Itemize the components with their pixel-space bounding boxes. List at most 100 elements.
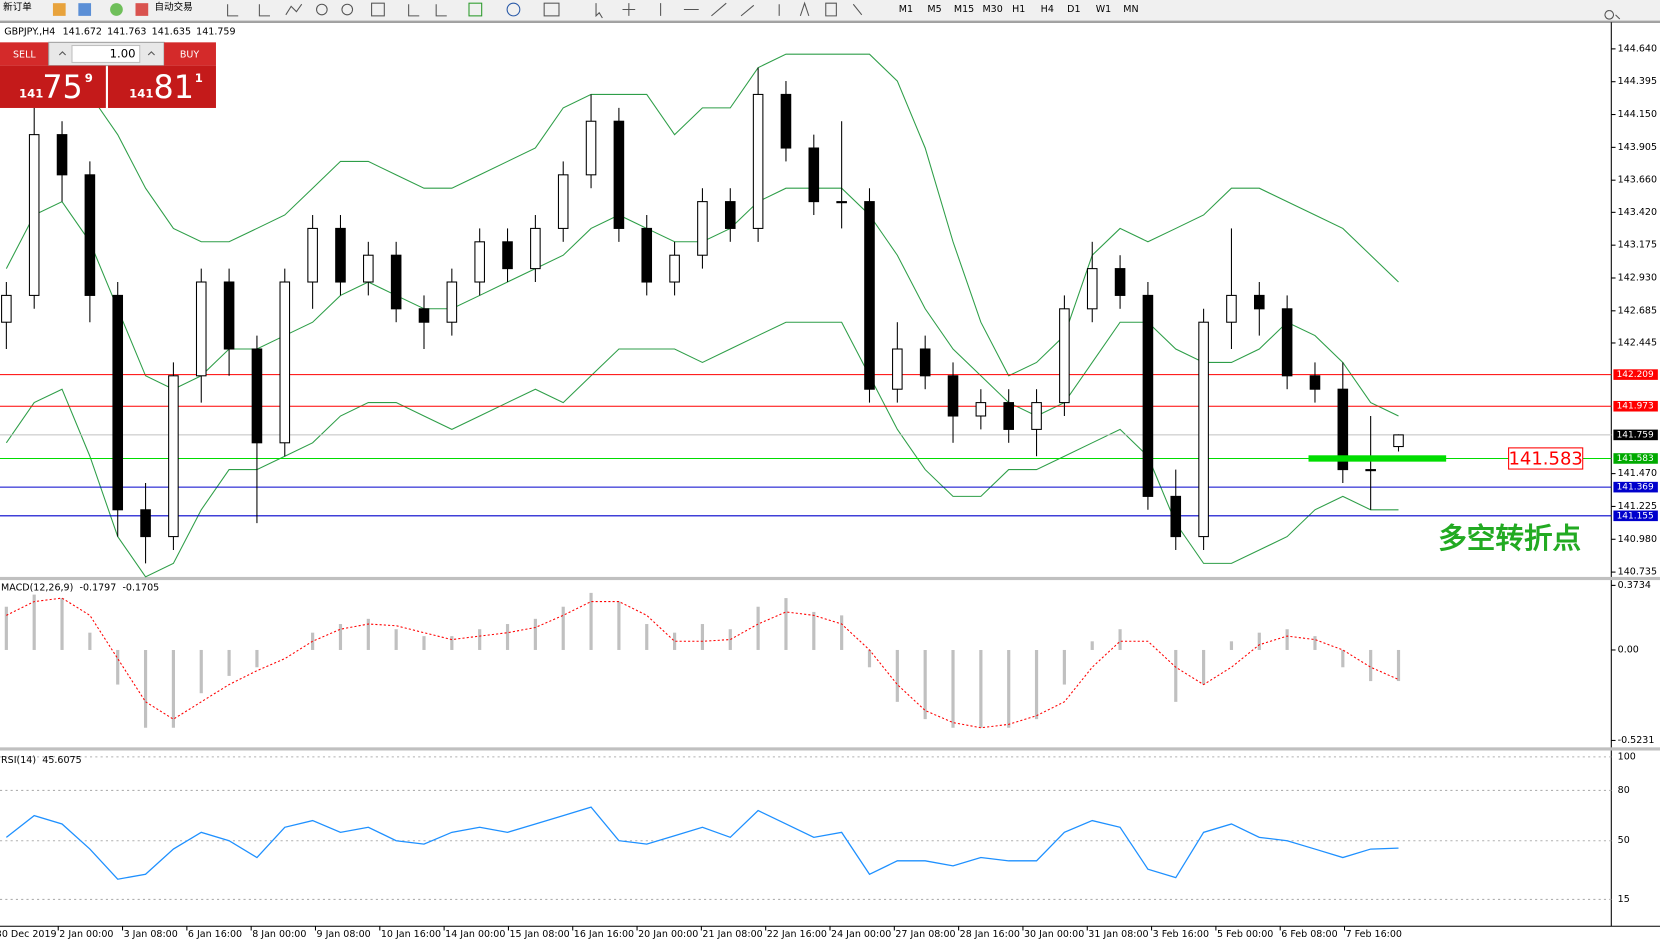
candle-body xyxy=(1,294,12,323)
timeframe-button[interactable]: M30 xyxy=(982,4,1002,15)
candle-body xyxy=(557,174,569,229)
x-tick-label: 2 Jan 00:00 xyxy=(59,929,113,940)
candle-body xyxy=(1142,294,1154,497)
bollinger-upper xyxy=(5,53,1399,377)
candle-body xyxy=(474,241,485,283)
x-tick-label: 22 Jan 16:00 xyxy=(767,929,827,940)
candle-body xyxy=(1253,294,1265,310)
tile-icon[interactable] xyxy=(371,2,385,17)
x-tick-label: 31 Jan 08:00 xyxy=(1088,929,1148,940)
spinner-arrows[interactable] xyxy=(58,51,155,56)
candle-body xyxy=(251,348,263,444)
candle-body xyxy=(195,281,207,377)
macd-panel: 0.3734 0.00 -0.5231 xyxy=(4,580,1654,746)
x-tick-label: 6 Jan 16:00 xyxy=(188,929,242,940)
open-value: 141.672 xyxy=(63,26,102,37)
timeframe-button[interactable]: H4 xyxy=(1041,4,1054,15)
price-label-box xyxy=(1613,453,1658,464)
toolbar-icon[interactable] xyxy=(52,3,66,16)
signal-line xyxy=(6,597,1399,729)
pivot-annotation: 多空转折点 xyxy=(1438,521,1581,555)
zoom-out-icon[interactable] xyxy=(341,3,354,16)
buy-label[interactable]: BUY xyxy=(180,50,199,61)
y-tick-label: 143.660 xyxy=(1618,175,1657,186)
candle-body xyxy=(1226,294,1237,323)
candle-body xyxy=(892,348,903,390)
candle-body xyxy=(641,227,653,283)
timeframe-button[interactable]: M15 xyxy=(954,4,974,15)
zoom-in-icon[interactable] xyxy=(316,3,328,16)
timeframe-button[interactable]: MN xyxy=(1123,4,1138,15)
chart-type-icon[interactable] xyxy=(227,3,303,17)
sell-label[interactable]: SELL xyxy=(13,50,36,61)
candle-body xyxy=(585,120,597,176)
candle-body xyxy=(390,254,402,310)
rsi-header: RSI(14) 45.6075 xyxy=(1,755,82,766)
timeframe-button[interactable]: D1 xyxy=(1067,4,1080,15)
toolbar-icon[interactable] xyxy=(110,3,123,16)
x-tick-label: 9 Jan 08:00 xyxy=(317,929,371,940)
ask-point: 1 xyxy=(195,71,203,85)
candle-body xyxy=(1003,402,1014,430)
high-value: 141.763 xyxy=(107,26,146,37)
bid-point: 9 xyxy=(85,71,93,85)
panel-separator xyxy=(0,747,1660,751)
bid-box[interactable] xyxy=(0,65,106,108)
indicator-icon[interactable] xyxy=(468,2,483,17)
candle-body xyxy=(975,402,987,417)
price-label-box xyxy=(1613,369,1658,380)
candle-body xyxy=(919,348,931,377)
buy-button[interactable] xyxy=(164,42,216,66)
x-tick-label: 20 Jan 00:00 xyxy=(638,929,698,940)
search-icon[interactable] xyxy=(1604,10,1621,20)
new-order-button[interactable]: 新订单 xyxy=(3,1,32,13)
x-tick-label: 27 Jan 08:00 xyxy=(895,929,955,940)
price-label: 141.369 xyxy=(1617,483,1654,493)
x-tick-label: 24 Jan 00:00 xyxy=(831,929,891,940)
candle-body xyxy=(864,201,875,390)
timeframe-button[interactable]: M1 xyxy=(899,4,913,15)
candle-body xyxy=(84,174,96,296)
candle-body xyxy=(1365,469,1376,472)
candle-body xyxy=(1337,388,1349,471)
price-label-box xyxy=(1613,481,1658,493)
price-label-box xyxy=(1613,429,1658,441)
price-label: 141.973 xyxy=(1617,402,1654,412)
candle-body xyxy=(363,254,374,283)
ask-box[interactable] xyxy=(107,65,216,108)
auto-trading-button[interactable]: 自动交易 xyxy=(155,1,193,13)
template-icon[interactable] xyxy=(543,2,560,17)
timeframe-button[interactable]: H1 xyxy=(1012,4,1025,15)
close-value: 141.759 xyxy=(196,26,235,37)
lot-input[interactable] xyxy=(71,44,141,63)
timeframe-button[interactable]: W1 xyxy=(1096,4,1111,15)
period-icon[interactable] xyxy=(506,2,521,17)
low-value: 141.635 xyxy=(152,26,191,37)
signal-value: -0.1705 xyxy=(122,582,159,593)
y-tick-label: 141.470 xyxy=(1618,468,1657,479)
candle-body xyxy=(1393,434,1404,448)
candle-body xyxy=(1031,402,1042,430)
x-tick-label: 5 Feb 00:00 xyxy=(1217,929,1273,940)
candle-body xyxy=(947,375,959,417)
rsi-panel: 100 80 50 15 xyxy=(0,751,1636,905)
drawing-tools[interactable] xyxy=(595,1,863,19)
toolbar-icon[interactable] xyxy=(78,3,92,16)
candle-body xyxy=(1309,375,1321,390)
y-tick-label: 144.640 xyxy=(1618,43,1657,54)
y-tick-label: 50 xyxy=(1618,835,1630,846)
timeframe-bar: M1 M5 M15 M30 H1 H4 D1 W1 MN xyxy=(899,4,1139,15)
candle-body xyxy=(530,227,541,270)
lot-value[interactable]: 1.00 xyxy=(110,46,136,60)
y-tick-label: 142.445 xyxy=(1618,337,1657,348)
candle-body xyxy=(808,147,820,203)
scroll-icon[interactable] xyxy=(408,4,447,17)
candle-body xyxy=(752,93,764,229)
sell-button[interactable] xyxy=(0,42,49,66)
toolbar-icon[interactable] xyxy=(135,3,149,16)
candle-body xyxy=(1170,495,1182,538)
timeframe-button[interactable]: M5 xyxy=(927,4,941,15)
candle-body xyxy=(1281,308,1293,377)
x-tick-label: 10 Jan 16:00 xyxy=(381,929,441,940)
